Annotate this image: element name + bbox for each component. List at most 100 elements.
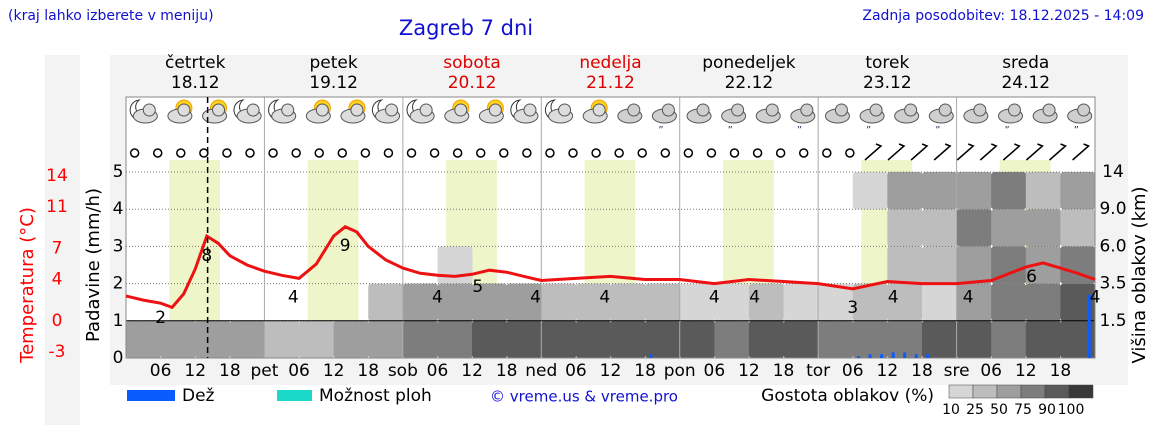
cloud xyxy=(558,103,572,117)
cloud-cell xyxy=(852,283,888,321)
x-tick-label: 06 xyxy=(427,361,449,381)
temp-extreme-label: 5 xyxy=(472,277,483,297)
weather-icon xyxy=(202,99,228,124)
day-name: nedelja xyxy=(579,53,641,73)
x-tick-label: 18 xyxy=(911,361,933,381)
menu-note: (kraj lahko izberete v meniju) xyxy=(8,8,214,24)
cloud-cell xyxy=(264,320,300,358)
weather-icon: ” xyxy=(928,103,954,136)
cloud-cell xyxy=(887,172,923,210)
day-date: 20.12 xyxy=(448,73,497,93)
legend-label: Dež xyxy=(182,386,215,406)
cloud-cell xyxy=(1060,246,1096,284)
wind-calm xyxy=(798,148,809,158)
cloud-cell xyxy=(1060,320,1096,358)
temp-tick-label: 7 xyxy=(52,238,63,258)
wind-calm xyxy=(591,148,601,158)
cloud-cell xyxy=(1025,172,1061,210)
y-tick-label: 5 xyxy=(113,162,124,182)
rain-drops: ” xyxy=(728,125,733,136)
x-tick-label: 12 xyxy=(738,361,760,381)
cloud-cell xyxy=(679,283,715,321)
x-tick-label: tor xyxy=(806,361,830,381)
weather-icon xyxy=(371,99,401,124)
cloud-legend-level: 90 xyxy=(1038,402,1056,418)
x-tick-label: 12 xyxy=(600,361,622,381)
cloud-cell xyxy=(887,283,923,321)
cloud-tick-label: 3.5 xyxy=(1099,274,1126,294)
rain-bar xyxy=(880,354,884,358)
cloud xyxy=(973,103,987,117)
cloud-cell xyxy=(921,209,958,247)
day-date: 23.12 xyxy=(863,73,912,93)
x-tick-label: 12 xyxy=(184,361,206,381)
cloud xyxy=(523,103,537,117)
x-tick-label: 06 xyxy=(288,361,310,381)
x-tick-label: 18 xyxy=(1050,361,1072,381)
wind-barb xyxy=(864,143,883,161)
wind-calm xyxy=(706,148,717,158)
cloud-cell xyxy=(748,283,785,321)
weather-icon: ” xyxy=(1067,103,1093,136)
wind-barb xyxy=(933,143,952,161)
wind-calm xyxy=(291,148,301,158)
temp-tick-label: 11 xyxy=(46,197,68,217)
left-panel xyxy=(45,55,80,425)
cloud-cell xyxy=(1025,209,1061,247)
x-tick-label: 18 xyxy=(496,361,518,381)
wind-barb xyxy=(1025,143,1044,161)
wind-calm xyxy=(614,148,624,158)
cloud xyxy=(315,103,329,117)
wind-calm xyxy=(545,148,555,158)
x-tick-label: 12 xyxy=(877,361,899,381)
wind-calm xyxy=(360,148,371,158)
x-tick-label: 12 xyxy=(323,361,345,381)
cloud-cell xyxy=(472,283,508,321)
cloud-cell xyxy=(402,283,438,321)
x-tick-label: 18 xyxy=(634,361,656,381)
cloud-cell xyxy=(956,320,992,358)
temp-extreme-label: 4 xyxy=(530,287,541,307)
rain-drops: ” xyxy=(1074,125,1079,136)
wind-calm xyxy=(129,148,140,158)
cloud xyxy=(142,103,156,117)
cloud-cell xyxy=(887,209,923,247)
cloud xyxy=(869,103,883,117)
temp-extreme-label: 4 xyxy=(749,287,760,307)
cloud-legend-level: 10 xyxy=(942,402,960,418)
cloud xyxy=(592,103,606,117)
cloud xyxy=(834,103,848,117)
cloud-cell xyxy=(541,320,577,358)
temp-extreme-label: 4 xyxy=(963,287,974,307)
cloud-cell xyxy=(1060,283,1096,321)
wind-calm xyxy=(845,148,855,158)
temp-extreme-label: 4 xyxy=(1090,287,1101,307)
weather-icon xyxy=(406,99,435,124)
wind-calm xyxy=(152,148,163,158)
x-tick-label: 06 xyxy=(150,361,172,381)
cloud-cell xyxy=(921,320,958,358)
day-date: 21.12 xyxy=(586,73,635,93)
weather-icon xyxy=(268,99,297,124)
weather-icon xyxy=(305,99,331,124)
cloud-cell xyxy=(783,283,819,321)
weather-icon xyxy=(1032,103,1058,124)
cloud xyxy=(385,103,399,117)
cloud-cell xyxy=(852,172,888,210)
cloud-legend-level: 100 xyxy=(1058,402,1085,418)
cloud-cell xyxy=(645,320,681,358)
cloud-cell xyxy=(126,320,162,358)
wind-calm xyxy=(475,148,486,158)
weather-icon xyxy=(544,99,574,124)
cloud-cell xyxy=(437,320,473,358)
cloud-cell xyxy=(748,320,785,358)
cloud-cell xyxy=(1025,320,1061,358)
cloud-cell xyxy=(991,283,1027,321)
cloud-cell xyxy=(921,172,958,210)
cloud-tick-label: 9.0 xyxy=(1099,199,1126,219)
cloud-cell xyxy=(956,172,992,210)
temp-extreme-label: 6 xyxy=(1026,267,1037,287)
weather-icon xyxy=(686,103,712,124)
cloud-legend-swatch xyxy=(948,384,974,399)
